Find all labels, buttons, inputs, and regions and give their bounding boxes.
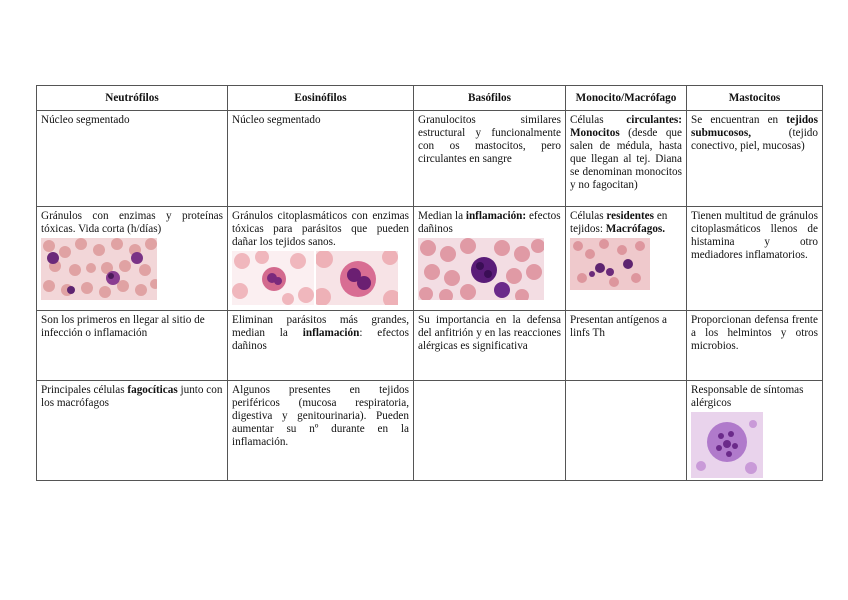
header-basofilos: Basófilos: [413, 85, 566, 111]
cell-baso-r3: Su importancia en la defensa del anfitri…: [413, 310, 566, 381]
cell-baso-r4: [413, 380, 566, 481]
cell-eosino-r3: Eliminan parásitos más grandes, median l…: [227, 310, 414, 381]
cell-eosino-r4: Algunos presentes en tejidos periféricos…: [227, 380, 414, 481]
cell-masto-r1: Se encuentran en tejidos submucosos, (te…: [686, 110, 823, 207]
header-mastocitos: Mastocitos: [686, 85, 823, 111]
cell-neutro-r4: Principales células fagocíticas junto co…: [36, 380, 228, 481]
header-monocito: Monocito/Macrófago: [565, 85, 687, 111]
cell-baso-r2: Median la inflamación: efectos dañinos: [413, 206, 566, 311]
cell-neutro-r3: Son los primeros en llegar al sitio de i…: [36, 310, 228, 381]
blood-smear-macrophage-image: [570, 238, 682, 290]
table-row: Principales células fagocíticas junto co…: [36, 380, 823, 481]
leukocyte-comparison-table: Neutrófilos Eosinófilos Basófilos Monoci…: [36, 85, 823, 481]
header-eosinofilos: Eosinófilos: [227, 85, 414, 111]
table-row: Núcleo segmentado Núcleo segmentado Gran…: [36, 110, 823, 207]
header-neutrofilos: Neutrófilos: [36, 85, 228, 111]
cell-neutro-r2: Gránulos con enzimas y proteínas tóxicas…: [36, 206, 228, 311]
cell-masto-r2: Tienen multitud de gránulos citoplasmáti…: [686, 206, 823, 311]
cell-eosino-r2: Gránulos citoplasmáticos con enzimas tóx…: [227, 206, 414, 311]
cell-eosino-r1: Núcleo segmentado: [227, 110, 414, 207]
cell-mono-r4: [565, 380, 687, 481]
blood-smear-neutrophil-image: [41, 238, 223, 300]
cell-mono-r3: Presentan antígenos a linfs Th: [565, 310, 687, 381]
cell-masto-r3: Proporcionan defensa frente a los helmin…: [686, 310, 823, 381]
cell-mono-r1: Células circulantes: Monocitos (desde qu…: [565, 110, 687, 207]
cell-baso-r1: Granulocitos similares estructural y fun…: [413, 110, 566, 207]
cell-mono-r2: Células residentes en tejidos: Macrófago…: [565, 206, 687, 311]
header-row: Neutrófilos Eosinófilos Basófilos Monoci…: [36, 85, 823, 111]
cell-neutro-r1: Núcleo segmentado: [36, 110, 228, 207]
eosinophil-closeup-image: [316, 251, 398, 305]
blood-smear-basophil-image: [418, 238, 561, 300]
blood-smear-eosinophil-image: [232, 251, 314, 305]
table-row: Gránulos con enzimas y proteínas tóxicas…: [36, 206, 823, 311]
cell-masto-r4: Responsable de síntomas alérgicos: [686, 380, 823, 481]
eosinophil-images: [232, 251, 409, 305]
table-row: Son los primeros en llegar al sitio de i…: [36, 310, 823, 381]
mast-cell-micrograph-image: [691, 412, 818, 478]
